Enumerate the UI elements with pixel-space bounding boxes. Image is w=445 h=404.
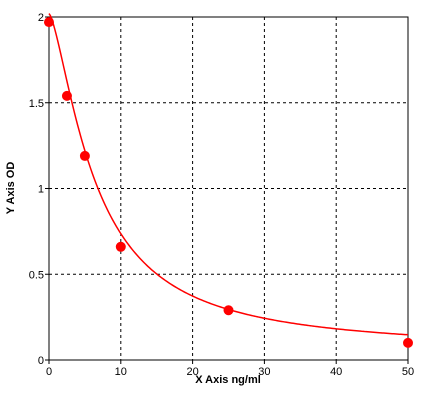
x-tick-label: 50 [402, 366, 414, 378]
y-tick-label: 0 [38, 355, 44, 367]
data-point [223, 305, 234, 316]
y-axis-label: Y Axis OD [5, 162, 17, 215]
x-tick-labels: 0 10 20 30 40 50 [46, 366, 414, 378]
data-point [61, 90, 72, 101]
x-tick-label: 10 [115, 366, 127, 378]
x-tick-label: 40 [330, 366, 342, 378]
y-tick-label: 1.5 [29, 98, 44, 110]
x-tick-label: 0 [46, 366, 52, 378]
data-point [44, 17, 54, 28]
data-point [79, 150, 90, 161]
data-point [403, 337, 413, 348]
axis-ticks [45, 16, 409, 364]
data-point [115, 241, 126, 252]
x-tick-label: 20 [186, 366, 198, 378]
y-tick-label: 1 [38, 184, 44, 196]
y-tick-labels: 0 0.5 1 1.5 2 [29, 12, 44, 367]
y-tick-label: 2 [38, 12, 44, 24]
x-tick-label: 30 [258, 366, 270, 378]
data-points [44, 17, 413, 348]
y-tick-label: 0.5 [29, 269, 44, 281]
fit-curve [48, 13, 409, 336]
x-axis-label: X Axis ng/ml [195, 374, 261, 386]
